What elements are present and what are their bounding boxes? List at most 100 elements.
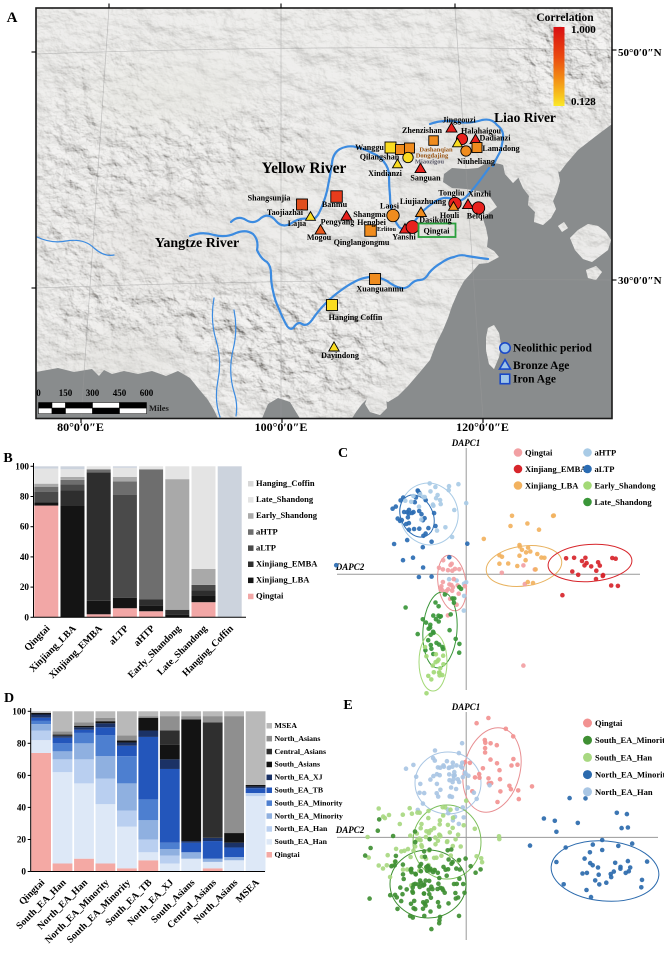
svg-text:Yangtze River: Yangtze River — [155, 236, 239, 251]
svg-text:Central_Asians: Central_Asians — [275, 747, 327, 756]
svg-text:30°0′0″N: 30°0′0″N — [618, 275, 662, 287]
svg-text:100°0′0″E: 100°0′0″E — [255, 420, 308, 434]
svg-text:1.000: 1.000 — [571, 24, 596, 36]
svg-text:Xinjiang_LBA: Xinjiang_LBA — [525, 481, 579, 491]
svg-text:Banmu: Banmu — [322, 200, 348, 209]
svg-text:Taojiazhai: Taojiazhai — [267, 208, 304, 217]
svg-text:Late_Shandong: Late_Shandong — [595, 497, 653, 507]
svg-text:600: 600 — [140, 388, 154, 398]
svg-text:Qingtai: Qingtai — [423, 227, 450, 236]
svg-text:20: 20 — [17, 835, 27, 845]
svg-text:Qingtai: Qingtai — [256, 591, 284, 601]
svg-text:150: 150 — [59, 388, 73, 398]
svg-text:Xinjiang_EMBA: Xinjiang_EMBA — [256, 559, 318, 569]
svg-text:Erlitou: Erlitou — [377, 226, 396, 233]
svg-text:Sanguan: Sanguan — [410, 174, 441, 183]
svg-text:Early_Shandong: Early_Shandong — [595, 481, 657, 491]
svg-text:Jinggouzi: Jinggouzi — [442, 116, 476, 125]
svg-text:Xinzhi: Xinzhi — [468, 190, 492, 199]
svg-text:0.128: 0.128 — [571, 96, 596, 108]
svg-text:Miaozigou: Miaozigou — [415, 159, 445, 166]
svg-text:DAPC2: DAPC2 — [335, 825, 365, 835]
svg-text:40: 40 — [20, 552, 30, 562]
svg-text:60: 60 — [20, 522, 30, 532]
svg-text:A: A — [7, 10, 18, 26]
svg-text:Yanshi: Yanshi — [392, 233, 416, 242]
svg-text:DAPC2: DAPC2 — [335, 562, 365, 572]
svg-text:Liujiazhuang: Liujiazhuang — [400, 197, 446, 206]
svg-text:Beiqian: Beiqian — [467, 212, 494, 221]
svg-text:450: 450 — [113, 388, 127, 398]
svg-text:South_EA_Han: South_EA_Han — [595, 752, 652, 762]
svg-text:Xinjiang_EMBA: Xinjiang_EMBA — [525, 464, 587, 474]
svg-text:Xindianzi: Xindianzi — [368, 169, 402, 178]
svg-text:South_EA_Minority: South_EA_Minority — [275, 798, 343, 807]
svg-text:South_EA_TB: South_EA_TB — [275, 786, 324, 795]
svg-text:E: E — [343, 698, 352, 713]
svg-text:Qingtai: Qingtai — [525, 448, 553, 458]
svg-text:Dayindong: Dayindong — [321, 351, 359, 360]
svg-text:Dashanqian: Dashanqian — [419, 147, 453, 154]
svg-text:Iron Age: Iron Age — [513, 374, 556, 386]
svg-text:aHTP: aHTP — [595, 448, 617, 458]
svg-text:North_EA_Minority: North_EA_Minority — [595, 770, 664, 780]
svg-text:aHTP: aHTP — [256, 526, 278, 536]
svg-text:North_EA_Han: North_EA_Han — [595, 787, 653, 797]
svg-text:Hanging_Coffin: Hanging_Coffin — [256, 478, 315, 488]
svg-text:0: 0 — [36, 388, 41, 398]
svg-text:Qingtai: Qingtai — [275, 850, 301, 859]
svg-text:Hengbei: Hengbei — [357, 218, 387, 227]
svg-text:Pengyang: Pengyang — [321, 218, 355, 227]
svg-text:Dasikong: Dasikong — [419, 216, 451, 225]
svg-text:South_EA_Han: South_EA_Han — [275, 837, 328, 846]
svg-text:Wanggu: Wanggu — [355, 143, 384, 152]
svg-text:Halahaigou: Halahaigou — [461, 127, 502, 136]
svg-text:Early_Shandong: Early_Shandong — [256, 510, 318, 520]
svg-text:Liao River: Liao River — [494, 110, 556, 125]
svg-text:100: 100 — [12, 706, 26, 716]
svg-text:Laosi: Laosi — [380, 202, 400, 211]
svg-text:Yellow River: Yellow River — [262, 160, 347, 177]
svg-text:Mogou: Mogou — [307, 233, 332, 242]
svg-text:DAPC1: DAPC1 — [451, 702, 481, 712]
svg-text:Qinglangongmu: Qinglangongmu — [334, 238, 390, 247]
svg-text:North_EA_Han: North_EA_Han — [275, 824, 329, 833]
svg-text:South_EA_Minority: South_EA_Minority — [595, 735, 664, 745]
svg-text:100: 100 — [15, 461, 29, 471]
svg-text:aLTP: aLTP — [256, 542, 276, 552]
svg-text:Dadianzi: Dadianzi — [479, 134, 511, 143]
svg-text:Neolithic period: Neolithic period — [513, 343, 592, 355]
svg-text:60: 60 — [17, 770, 27, 780]
svg-text:Tongliu: Tongliu — [438, 189, 465, 198]
svg-text:300: 300 — [86, 388, 100, 398]
svg-text:Xinjiang_LBA: Xinjiang_LBA — [256, 575, 310, 585]
svg-text:MSEA: MSEA — [275, 721, 298, 730]
svg-text:Houli: Houli — [440, 211, 460, 220]
svg-text:Xuanguanmu: Xuanguanmu — [356, 285, 404, 294]
svg-text:B: B — [3, 451, 12, 466]
svg-text:D: D — [4, 691, 14, 706]
svg-text:Bronze Age: Bronze Age — [513, 360, 569, 372]
svg-text:0: 0 — [21, 867, 26, 877]
svg-text:Niuheliang: Niuheliang — [457, 157, 495, 166]
svg-text:Shangma: Shangma — [353, 210, 385, 219]
svg-text:Dongdajing: Dongdajing — [416, 153, 449, 160]
svg-text:0: 0 — [24, 612, 29, 622]
svg-text:Qingtai: Qingtai — [595, 718, 623, 728]
svg-text:Lajia: Lajia — [288, 219, 306, 228]
svg-text:Hanging Coffin: Hanging Coffin — [329, 313, 383, 322]
svg-text:Qilangshan: Qilangshan — [360, 153, 400, 162]
svg-text:North_EA_Minority: North_EA_Minority — [275, 811, 344, 820]
svg-text:40: 40 — [17, 802, 27, 812]
svg-text:DAPC1: DAPC1 — [451, 438, 481, 448]
svg-text:C: C — [338, 446, 348, 461]
svg-text:80: 80 — [17, 738, 27, 748]
svg-text:North_EA_XJ: North_EA_XJ — [275, 773, 323, 782]
svg-text:Shangsunjia: Shangsunjia — [248, 194, 291, 203]
svg-text:aLTP: aLTP — [595, 464, 615, 474]
svg-text:Miles: Miles — [149, 403, 170, 413]
svg-text:20: 20 — [20, 582, 30, 592]
svg-text:120°0′0″E: 120°0′0″E — [456, 420, 509, 434]
svg-text:80: 80 — [20, 492, 30, 502]
svg-text:50°0′0″N: 50°0′0″N — [618, 47, 662, 59]
